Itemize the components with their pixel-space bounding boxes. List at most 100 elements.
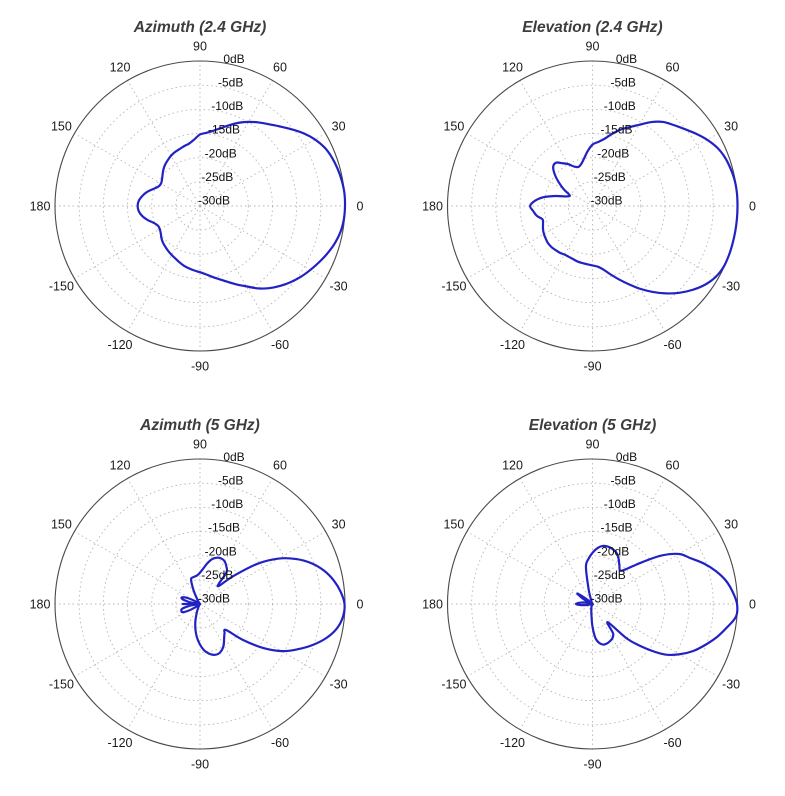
radial-tick-label: -20dB	[205, 146, 237, 160]
radial-tick-label: -20dB	[597, 544, 629, 558]
angle-tick-label: 120	[502, 459, 523, 473]
polar-spoke-line	[127, 478, 201, 605]
polar-grid-ring	[78, 84, 322, 328]
angle-tick-label: -60	[663, 736, 681, 750]
angle-tick-label: 150	[51, 517, 72, 531]
angle-tick-label: 180	[422, 597, 443, 611]
angle-tick-label: 90	[193, 39, 207, 53]
gain-curve-path	[180, 556, 346, 657]
angle-tick-label: -150	[441, 279, 466, 293]
angle-tick-label: -30	[330, 279, 348, 293]
angle-tick-label: -150	[49, 279, 74, 293]
polar-grid-ring	[495, 506, 690, 702]
angle-tick-label: -120	[500, 338, 525, 352]
tick-labels: 0 30 60 90 120 150 180 -150 -120 -90 -60 -30 0dB -5dB…	[422, 39, 756, 373]
polar-spoke-line	[127, 80, 201, 207]
angle-tick-label: 60	[666, 459, 680, 473]
polar-grid	[446, 60, 739, 352]
polar-spoke-line	[592, 205, 719, 279]
polar-spoke-line	[592, 603, 719, 677]
angle-tick-label: -60	[271, 736, 289, 750]
radial-tick-label: -5dB	[611, 76, 636, 90]
radial-tick-label: -15dB	[600, 521, 632, 535]
polar-grid-ring	[567, 579, 618, 629]
polar-plot-azimuth-2-4ghz: 0 30 60 90 120 150 180 -150 -120 -90 -60 -30 0dB -5dB…	[30, 19, 364, 373]
polar-grid-ring	[471, 84, 714, 328]
angle-tick-label: -60	[663, 338, 681, 352]
polar-plot-azimuth-5ghz: 0 30 60 90 120 150 180 -150 -120 -90 -60 -30 0dB -5dB…	[30, 417, 364, 771]
radial-tick-label: -30dB	[590, 592, 622, 606]
polar-plot-elevation-2-4ghz: 0 30 60 90 120 150 180 -150 -120 -90 -60 -30 0dB -5dB…	[422, 19, 756, 373]
angle-tick-label: 180	[422, 199, 443, 213]
angle-tick-label: -90	[583, 757, 601, 771]
angle-tick-label: 30	[724, 119, 738, 133]
angle-tick-label: -120	[107, 736, 132, 750]
polar-grid	[54, 458, 346, 750]
radial-tick-label: 0dB	[223, 52, 244, 66]
tick-labels: 0 30 60 90 120 150 180 -150 -120 -90 -60 -30 0dB -5dB…	[30, 39, 364, 373]
angle-tick-label: 180	[30, 199, 51, 213]
radial-tick-label: -15dB	[208, 123, 240, 137]
polar-grid-ring	[471, 482, 714, 726]
polar-grid-ring	[102, 506, 298, 702]
angle-tick-label: -60	[271, 338, 289, 352]
angle-tick-label: -90	[191, 359, 209, 373]
radiation-pattern-curve	[574, 544, 739, 657]
chart-title-azimuth-5ghz: Azimuth (5 GHz)	[139, 417, 260, 434]
polar-spoke-line	[199, 133, 326, 207]
tick-labels: 0 30 60 90 120 150 180 -150 -120 -90 -60 -30 0dB -5dB…	[30, 437, 364, 771]
polar-grid-ring	[567, 181, 618, 231]
angle-tick-label: 0	[749, 597, 756, 611]
polar-grid-ring	[175, 579, 225, 629]
radial-tick-label: -30dB	[590, 194, 622, 208]
angle-tick-label: -120	[107, 338, 132, 352]
gain-curve-path	[529, 120, 739, 295]
radial-tick-label: -5dB	[218, 76, 243, 90]
polar-grid-ring	[175, 181, 225, 231]
radial-tick-label: -15dB	[208, 521, 240, 535]
polar-spoke-line	[74, 531, 201, 605]
angle-tick-label: 30	[332, 517, 346, 531]
chart-title-azimuth-2-4ghz: Azimuth (2.4 GHz)	[133, 19, 267, 36]
chart-elevation-2-4ghz: 0 30 60 90 120 150 180 -150 -120 -90 -60 -30 0dB -5dB…	[392, 0, 785, 398]
angle-tick-label: 180	[30, 597, 51, 611]
gain-curve-path	[136, 120, 347, 290]
angle-tick-label: 120	[110, 459, 131, 473]
chart-azimuth-2-4ghz: 0 30 60 90 120 150 180 -150 -120 -90 -60 -30 0dB -5dB…	[0, 0, 392, 398]
angle-tick-label: -30	[722, 279, 740, 293]
angle-tick-label: 90	[586, 39, 600, 53]
polar-spoke-line	[199, 205, 273, 332]
chart-azimuth-5ghz: 0 30 60 90 120 150 180 -150 -120 -90 -60 -30 0dB -5dB…	[0, 398, 392, 796]
polar-grid-ring	[543, 157, 642, 255]
angle-tick-label: -150	[49, 677, 74, 691]
angle-tick-label: 120	[502, 61, 523, 75]
polar-grid-ring	[102, 108, 298, 304]
radial-tick-label: -25dB	[594, 170, 626, 184]
angle-tick-label: -120	[500, 736, 525, 750]
radiation-pattern-curve	[180, 556, 346, 657]
polar-spoke-line	[199, 205, 326, 279]
radiation-pattern-curve	[529, 120, 739, 295]
angle-tick-label: 90	[586, 437, 600, 451]
radial-tick-label: -20dB	[205, 544, 237, 558]
angle-tick-label: 60	[666, 61, 680, 75]
angle-tick-label: -150	[441, 677, 466, 691]
polar-spoke-line	[519, 478, 593, 605]
polar-spoke-line	[199, 603, 273, 730]
polar-spoke-line	[74, 133, 201, 207]
polar-grid-ring	[151, 555, 249, 653]
radial-tick-label: -10dB	[211, 99, 243, 113]
polar-spoke-line	[519, 80, 593, 207]
polar-plot-elevation-5ghz: 0 30 60 90 120 150 180 -150 -120 -90 -60 -30 0dB -5dB…	[422, 417, 756, 771]
chart-title-elevation-5ghz: Elevation (5 GHz)	[529, 417, 656, 434]
angle-tick-label: -90	[191, 757, 209, 771]
radial-tick-label: -30dB	[198, 194, 230, 208]
polar-spoke-line	[199, 603, 326, 677]
polar-spoke-line	[592, 205, 666, 332]
radial-tick-label: -25dB	[594, 568, 626, 582]
radial-tick-label: -25dB	[201, 170, 233, 184]
radial-tick-label: -30dB	[198, 592, 230, 606]
angle-tick-label: 150	[443, 517, 464, 531]
polar-grid-ring	[127, 531, 273, 677]
